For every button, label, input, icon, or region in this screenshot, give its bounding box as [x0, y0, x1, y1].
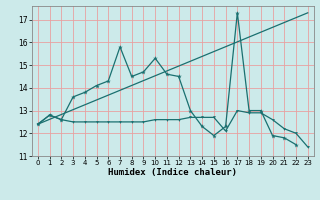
X-axis label: Humidex (Indice chaleur): Humidex (Indice chaleur) — [108, 168, 237, 177]
